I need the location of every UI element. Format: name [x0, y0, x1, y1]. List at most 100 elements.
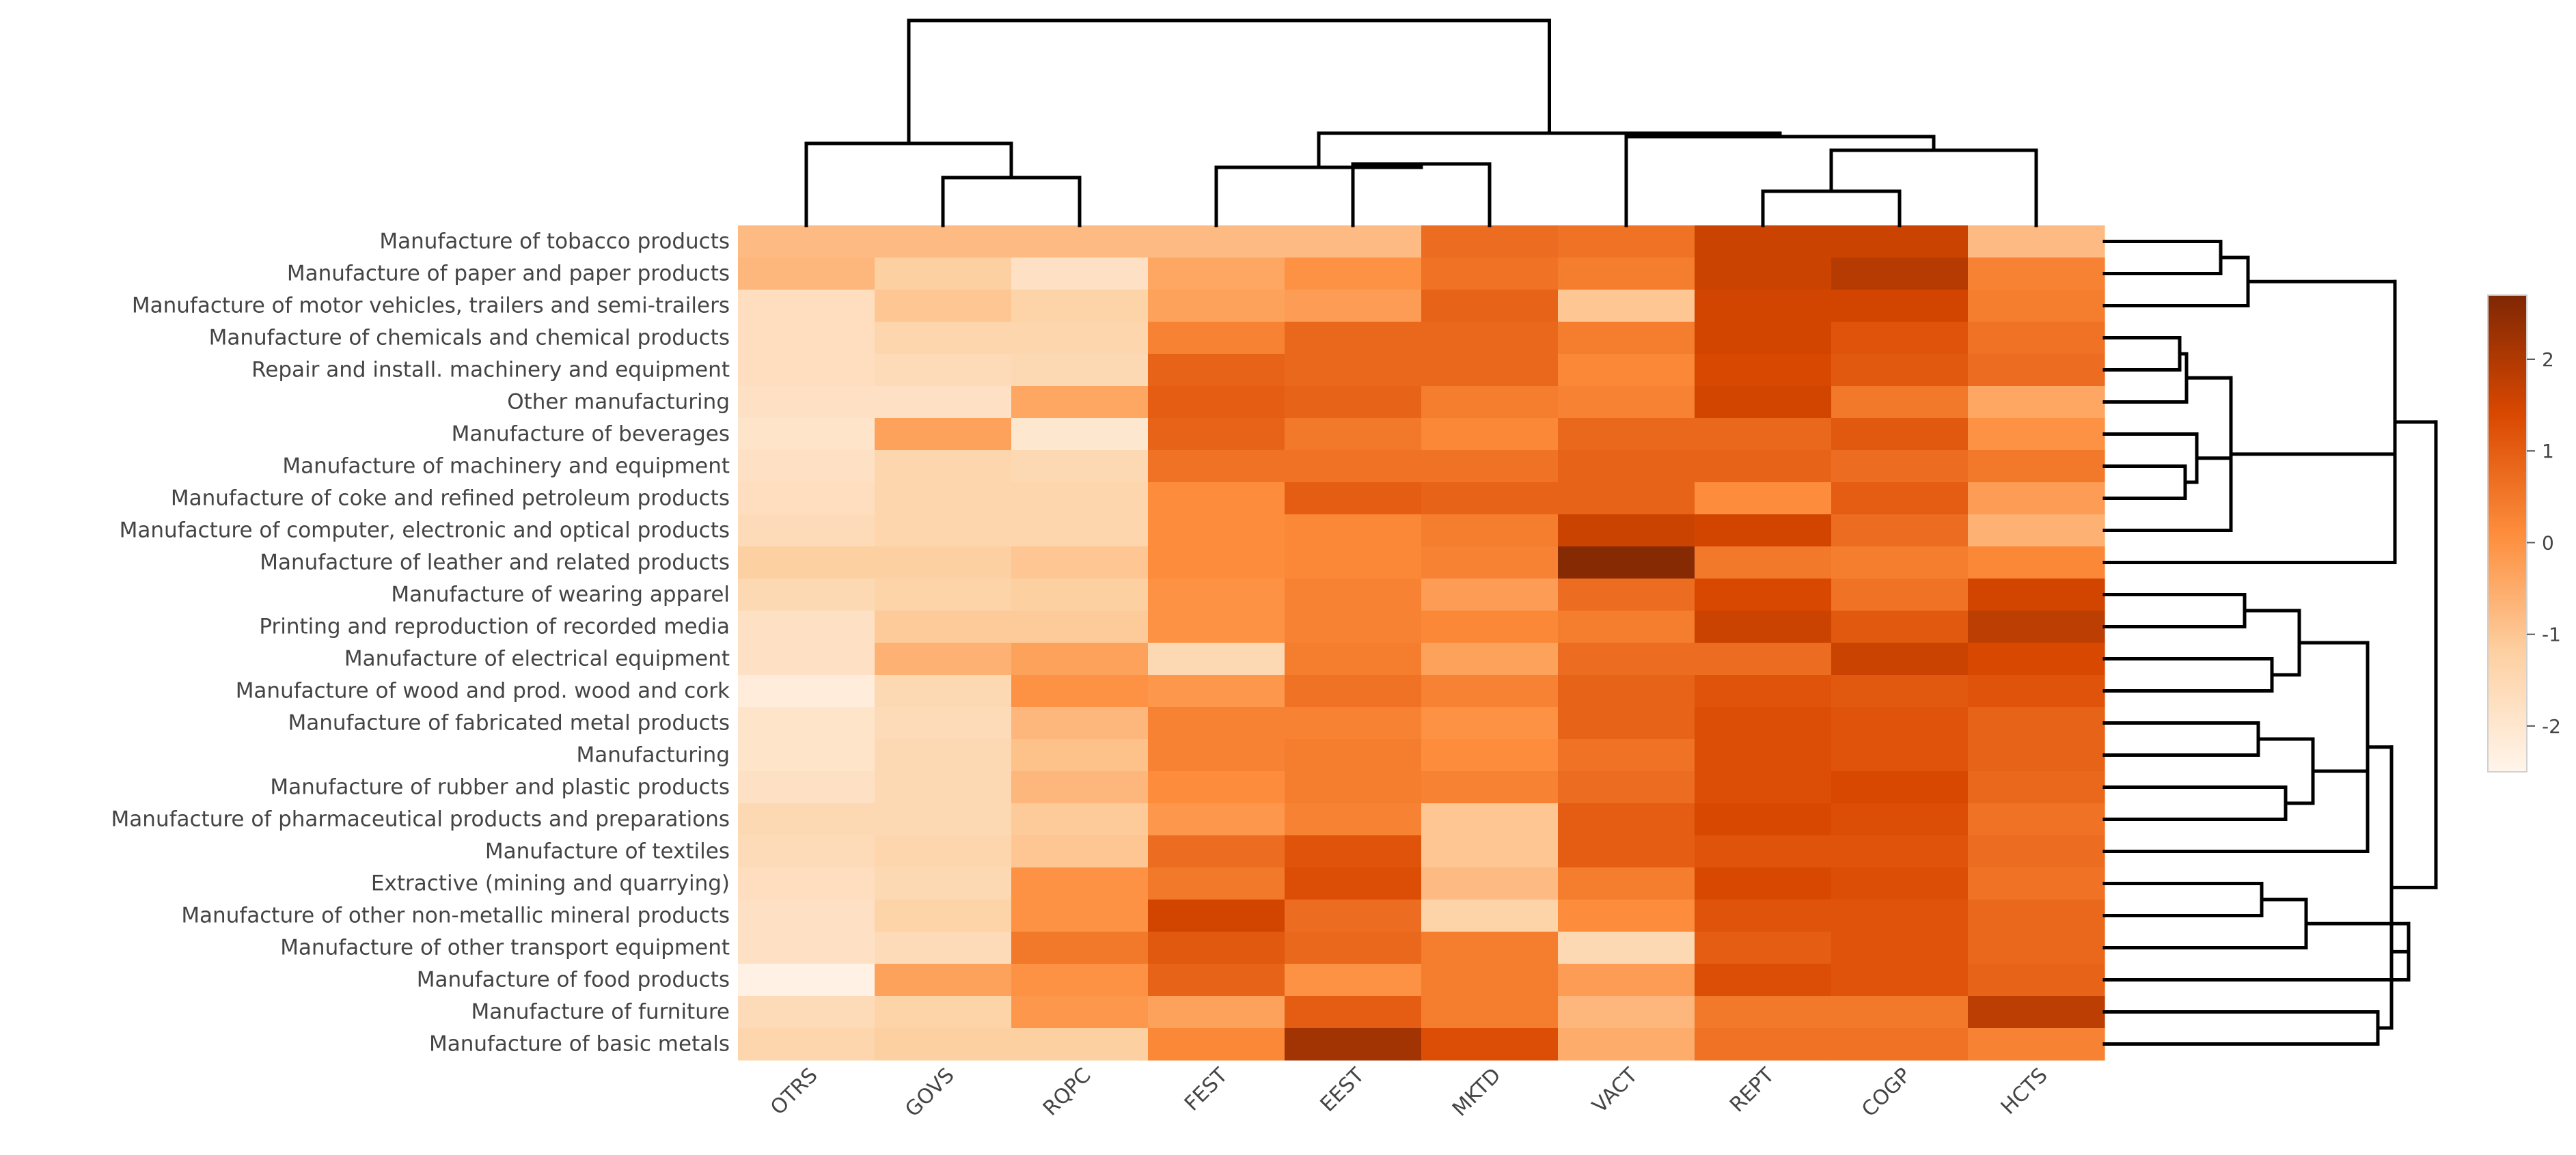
- cell-eest-row-6: [1285, 386, 1422, 419]
- column-dendrogram: [804, 18, 2038, 227]
- cell-govs-row-3: [875, 290, 1012, 322]
- cell-cogp-row-17: [1831, 739, 1969, 772]
- cell-eest-row-21: [1285, 867, 1422, 900]
- cell-hcts-row-13: [1968, 611, 2105, 643]
- cell-vact-row-13: [1558, 611, 1695, 643]
- cell-govs-row-19: [875, 803, 1012, 836]
- cell-vact-row-19: [1558, 803, 1695, 836]
- cell-rept-row-14: [1695, 643, 1832, 676]
- cell-hcts-row-10: [1968, 514, 2105, 547]
- cell-govs-row-10: [875, 514, 1012, 547]
- row-label-manufacture-of-beverages: Manufacture of beverages: [452, 422, 730, 447]
- cell-fest-row-13: [1148, 611, 1285, 643]
- cell-govs-row-14: [875, 643, 1012, 676]
- cell-rept-row-15: [1695, 675, 1832, 708]
- cell-otrs-row-1: [738, 225, 875, 258]
- cell-rqpc-row-3: [1011, 290, 1149, 322]
- cell-otrs-row-21: [738, 867, 875, 900]
- row-label-manufacture-of-fabricated-metal-products: Manufacture of fabricated metal products: [288, 711, 730, 736]
- cell-cogp-row-4: [1831, 322, 1969, 354]
- cell-otrs-row-8: [738, 450, 875, 483]
- cell-cogp-row-18: [1831, 771, 1969, 804]
- cell-mktd-row-5: [1421, 354, 1559, 387]
- cell-rqpc-row-12: [1011, 579, 1149, 611]
- cell-mktd-row-18: [1421, 771, 1559, 804]
- cell-otrs-row-24: [738, 964, 875, 997]
- cell-otrs-row-4: [738, 322, 875, 354]
- cell-eest-row-5: [1285, 354, 1422, 387]
- row-label-manufacture-of-paper-and-paper-products: Manufacture of paper and paper products: [287, 262, 730, 286]
- row-label-manufacture-of-wearing-apparel: Manufacture of wearing apparel: [391, 583, 730, 607]
- cell-hcts-row-9: [1968, 482, 2105, 515]
- cell-eest-row-25: [1285, 996, 1422, 1029]
- cell-otrs-row-3: [738, 290, 875, 322]
- cell-otrs-row-17: [738, 739, 875, 772]
- cell-fest-row-26: [1148, 1028, 1285, 1061]
- cell-hcts-row-6: [1968, 386, 2105, 419]
- cell-otrs-row-5: [738, 354, 875, 387]
- cell-hcts-row-3: [1968, 290, 2105, 322]
- cell-mktd-row-6: [1421, 386, 1559, 419]
- cell-govs-row-23: [875, 932, 1012, 964]
- cell-fest-row-7: [1148, 418, 1285, 451]
- cell-otrs-row-22: [738, 900, 875, 932]
- cell-mktd-row-24: [1421, 964, 1559, 997]
- cell-eest-row-18: [1285, 771, 1422, 804]
- cell-mktd-row-20: [1421, 835, 1559, 868]
- cell-fest-row-12: [1148, 579, 1285, 611]
- cell-hcts-row-7: [1968, 418, 2105, 451]
- cell-otrs-row-12: [738, 579, 875, 611]
- cell-eest-row-15: [1285, 675, 1422, 708]
- cell-eest-row-4: [1285, 322, 1422, 354]
- column-label-hcts: HCTS: [1997, 1063, 2053, 1119]
- cell-eest-row-2: [1285, 258, 1422, 290]
- cell-rept-row-7: [1695, 418, 1832, 451]
- cell-cogp-row-13: [1831, 611, 1969, 643]
- cell-govs-row-5: [875, 354, 1012, 387]
- cell-rept-row-26: [1695, 1028, 1832, 1061]
- cell-govs-row-1: [875, 225, 1012, 258]
- cell-vact-row-20: [1558, 835, 1695, 868]
- cell-hcts-row-4: [1968, 322, 2105, 354]
- cell-otrs-row-16: [738, 707, 875, 740]
- cell-cogp-row-6: [1831, 386, 1969, 419]
- cell-rept-row-19: [1695, 803, 1832, 836]
- cell-mktd-row-9: [1421, 482, 1559, 515]
- row-label-manufacture-of-pharmaceutical-products-and-preparations: Manufacture of pharmaceutical products a…: [111, 807, 730, 832]
- row-label-manufacture-of-furniture: Manufacture of furniture: [471, 1000, 730, 1025]
- cell-hcts-row-25: [1968, 996, 2105, 1029]
- cell-mktd-row-22: [1421, 900, 1559, 932]
- cell-rept-row-4: [1695, 322, 1832, 354]
- row-label-manufacture-of-food-products: Manufacture of food products: [417, 968, 730, 992]
- cell-rqpc-row-10: [1011, 514, 1149, 547]
- cell-mktd-row-1: [1421, 225, 1559, 258]
- row-label-manufacture-of-electrical-equipment: Manufacture of electrical equipment: [344, 647, 730, 671]
- cell-cogp-row-26: [1831, 1028, 1969, 1061]
- cell-hcts-row-1: [1968, 225, 2105, 258]
- heatmap-cells: [738, 225, 2105, 1061]
- row-dendrogram: [2102, 240, 2438, 1046]
- cell-mktd-row-8: [1421, 450, 1559, 483]
- colorbar-tick-label: 0: [2542, 531, 2554, 554]
- cell-govs-row-24: [875, 964, 1012, 997]
- cell-rept-row-18: [1695, 771, 1832, 804]
- cell-mktd-row-11: [1421, 546, 1559, 579]
- cell-govs-row-2: [875, 258, 1012, 290]
- cell-cogp-row-2: [1831, 258, 1969, 290]
- cell-mktd-row-7: [1421, 418, 1559, 451]
- cell-rept-row-23: [1695, 932, 1832, 964]
- cell-govs-row-6: [875, 386, 1012, 419]
- cell-rqpc-row-14: [1011, 643, 1149, 676]
- cell-vact-row-25: [1558, 996, 1695, 1029]
- cell-hcts-row-20: [1968, 835, 2105, 868]
- cell-rqpc-row-16: [1011, 707, 1149, 740]
- cell-govs-row-25: [875, 996, 1012, 1029]
- cell-cogp-row-11: [1831, 546, 1969, 579]
- cell-eest-row-16: [1285, 707, 1422, 740]
- column-label-cogp: COGP: [1857, 1063, 1915, 1122]
- cell-fest-row-24: [1148, 964, 1285, 997]
- cell-hcts-row-26: [1968, 1028, 2105, 1061]
- cell-eest-row-26: [1285, 1028, 1422, 1061]
- cell-fest-row-3: [1148, 290, 1285, 322]
- cell-rqpc-row-24: [1011, 964, 1149, 997]
